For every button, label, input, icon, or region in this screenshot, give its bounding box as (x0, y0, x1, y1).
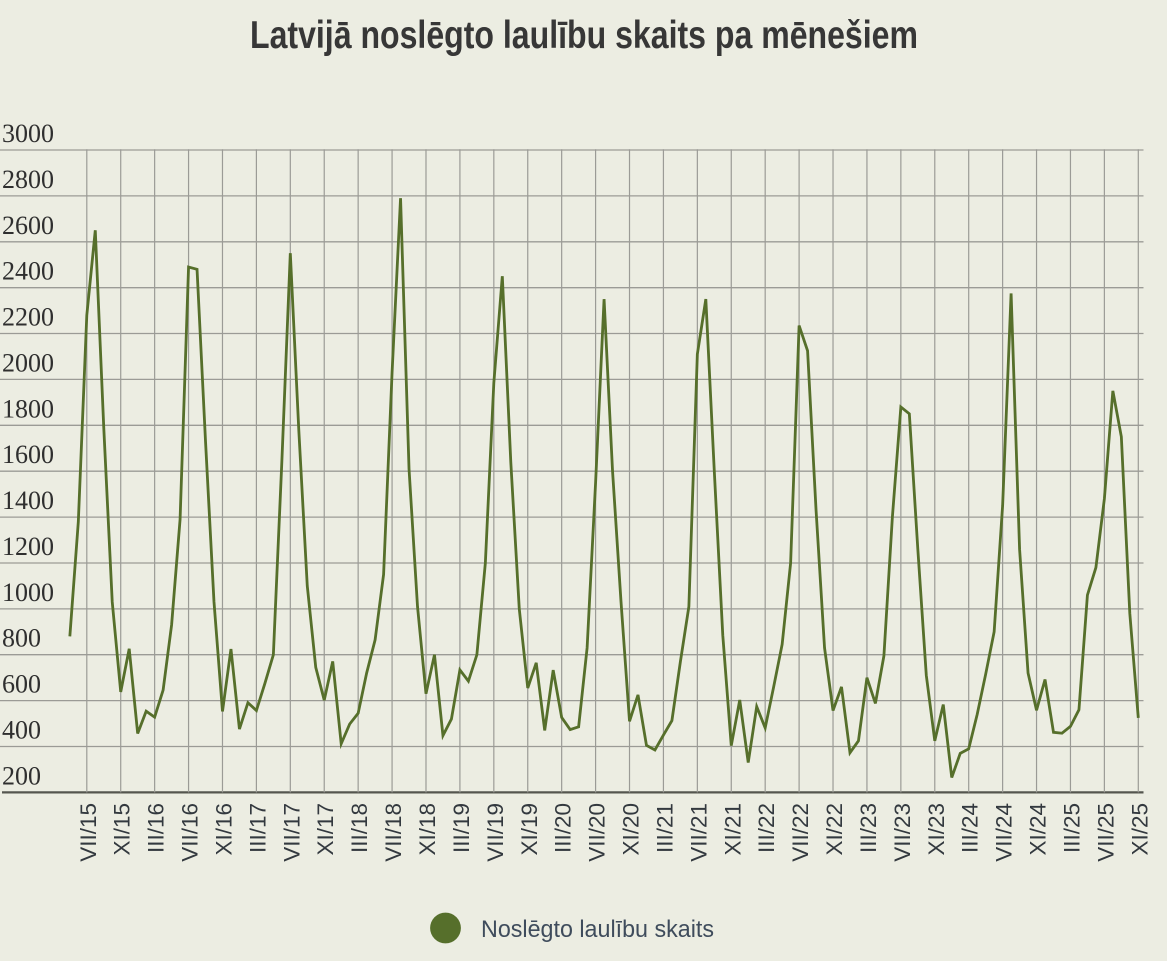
svg-text:VII/22: VII/22 (788, 803, 813, 862)
svg-text:XI/21: XI/21 (720, 803, 745, 856)
svg-text:VII/24: VII/24 (992, 803, 1017, 862)
svg-text:XI/25: XI/25 (1127, 803, 1152, 856)
svg-text:XI/23: XI/23 (924, 803, 949, 856)
svg-text:400: 400 (2, 716, 41, 745)
svg-text:2400: 2400 (2, 257, 54, 286)
svg-text:XI/17: XI/17 (313, 803, 338, 856)
svg-text:VII/16: VII/16 (178, 803, 203, 862)
svg-text:VII/15: VII/15 (76, 803, 101, 862)
svg-text:VII/25: VII/25 (1093, 803, 1118, 862)
svg-text:III/22: III/22 (754, 803, 779, 853)
svg-text:1400: 1400 (2, 486, 54, 515)
svg-text:VII/20: VII/20 (585, 803, 610, 862)
svg-text:XI/18: XI/18 (415, 803, 440, 856)
svg-text:2600: 2600 (2, 211, 54, 240)
svg-text:III/20: III/20 (551, 803, 576, 853)
svg-text:III/17: III/17 (245, 803, 270, 853)
svg-text:2000: 2000 (2, 348, 54, 377)
svg-text:XI/22: XI/22 (822, 803, 847, 856)
svg-text:600: 600 (2, 670, 41, 699)
svg-text:3000: 3000 (2, 119, 54, 148)
svg-text:Noslēgto laulību skaits: Noslēgto laulību skaits (481, 916, 714, 943)
svg-text:III/19: III/19 (449, 803, 474, 853)
svg-text:III/24: III/24 (958, 803, 983, 853)
svg-text:XI/16: XI/16 (211, 803, 236, 856)
svg-text:VII/19: VII/19 (483, 803, 508, 862)
svg-text:III/16: III/16 (144, 803, 169, 853)
svg-text:XI/19: XI/19 (517, 803, 542, 856)
svg-text:1000: 1000 (2, 578, 54, 607)
svg-text:VII/17: VII/17 (279, 803, 304, 862)
svg-text:XI/24: XI/24 (1026, 803, 1051, 856)
svg-text:XI/20: XI/20 (619, 803, 644, 856)
svg-text:III/25: III/25 (1059, 803, 1084, 853)
svg-text:1800: 1800 (2, 394, 54, 423)
svg-text:200: 200 (2, 761, 41, 790)
svg-text:III/21: III/21 (652, 803, 677, 853)
svg-text:2200: 2200 (2, 303, 54, 332)
svg-text:2800: 2800 (2, 165, 54, 194)
svg-text:Latvijā noslēgto laulību skait: Latvijā noslēgto laulību skaits pa mēneš… (250, 14, 918, 57)
svg-text:VII/23: VII/23 (890, 803, 915, 862)
svg-text:1200: 1200 (2, 532, 54, 561)
svg-text:1600: 1600 (2, 440, 54, 469)
svg-text:800: 800 (2, 624, 41, 653)
svg-text:VII/21: VII/21 (686, 803, 711, 862)
svg-text:III/23: III/23 (856, 803, 881, 853)
svg-text:XI/15: XI/15 (110, 803, 135, 856)
svg-text:VII/18: VII/18 (381, 803, 406, 862)
svg-text:III/18: III/18 (347, 803, 372, 853)
